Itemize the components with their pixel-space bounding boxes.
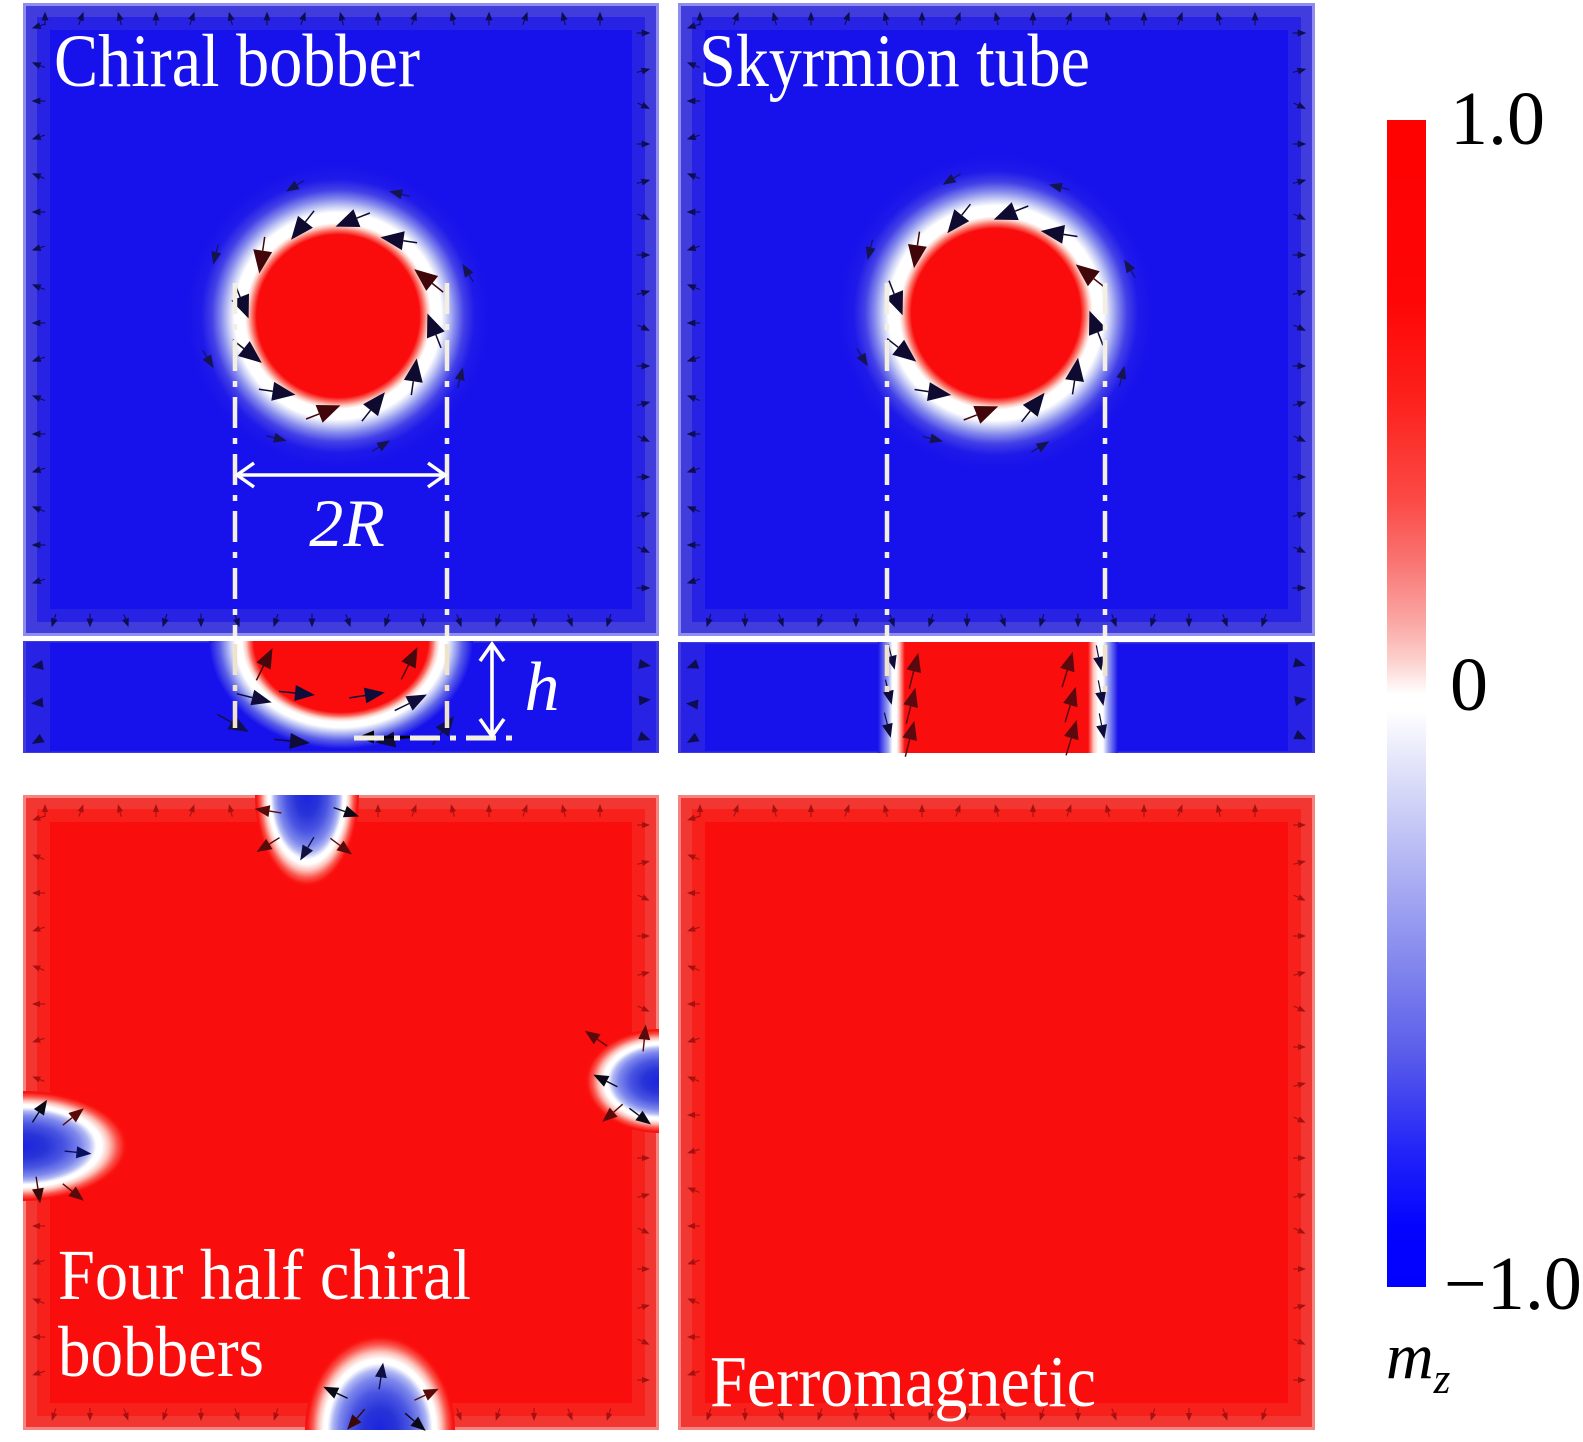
svg-text:1.0: 1.0	[1450, 77, 1545, 161]
svg-text:Chiral bobber: Chiral bobber	[54, 20, 420, 103]
svg-text:Ferromagnetic: Ferromagnetic	[710, 1341, 1096, 1422]
svg-text:bobbers: bobbers	[58, 1312, 264, 1392]
svg-text:Skyrmion tube: Skyrmion tube	[699, 20, 1090, 103]
svg-text:Four half chiral: Four half chiral	[58, 1235, 471, 1315]
svg-text:2R: 2R	[309, 485, 385, 561]
svg-text:0: 0	[1450, 643, 1488, 727]
svg-text:h: h	[525, 649, 560, 726]
svg-text:−1.0: −1.0	[1444, 1242, 1582, 1326]
